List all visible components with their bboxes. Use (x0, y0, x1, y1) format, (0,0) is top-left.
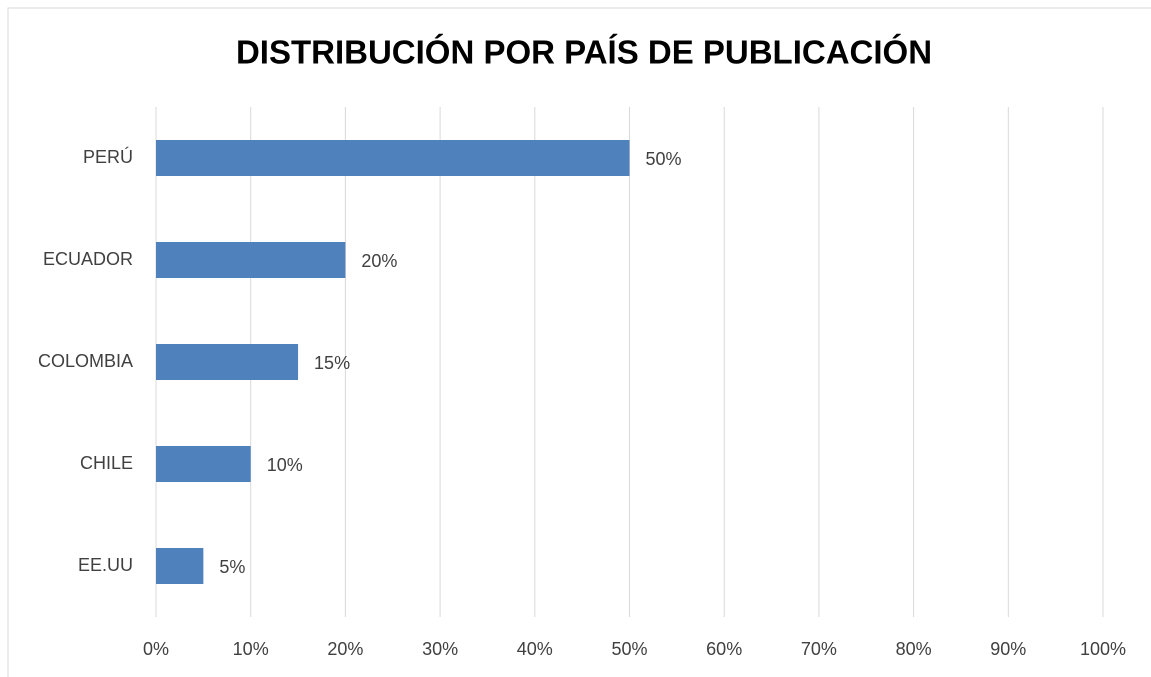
x-tick-label: 10% (233, 639, 269, 659)
bar (156, 242, 346, 278)
x-tick-label: 100% (1080, 639, 1126, 659)
y-tick-label: EE.UU (78, 555, 133, 575)
data-label: 5% (219, 557, 245, 577)
y-tick-label: PERÚ (83, 146, 133, 167)
bar (156, 446, 251, 482)
bar (156, 344, 299, 380)
x-tick-label: 40% (517, 639, 553, 659)
bar (156, 140, 630, 176)
data-label: 50% (646, 149, 682, 169)
y-tick-label: COLOMBIA (38, 351, 133, 371)
x-tick-label: 30% (422, 639, 458, 659)
x-tick-label: 90% (990, 639, 1026, 659)
x-tick-label: 50% (611, 639, 647, 659)
data-label: 15% (314, 353, 350, 373)
x-tick-label: 70% (801, 639, 837, 659)
x-tick-label: 0% (143, 639, 169, 659)
bar (156, 548, 204, 584)
x-tick-label: 60% (706, 639, 742, 659)
data-label: 20% (361, 251, 397, 271)
chart-title: DISTRIBUCIÓN POR PAÍS DE PUBLICACIÓN (236, 34, 932, 71)
y-tick-label: ECUADOR (43, 249, 133, 269)
x-tick-label: 20% (327, 639, 363, 659)
chart-border (7, 7, 1151, 677)
data-label: 10% (267, 455, 303, 475)
x-tick-label: 80% (896, 639, 932, 659)
y-tick-label: CHILE (80, 453, 133, 473)
